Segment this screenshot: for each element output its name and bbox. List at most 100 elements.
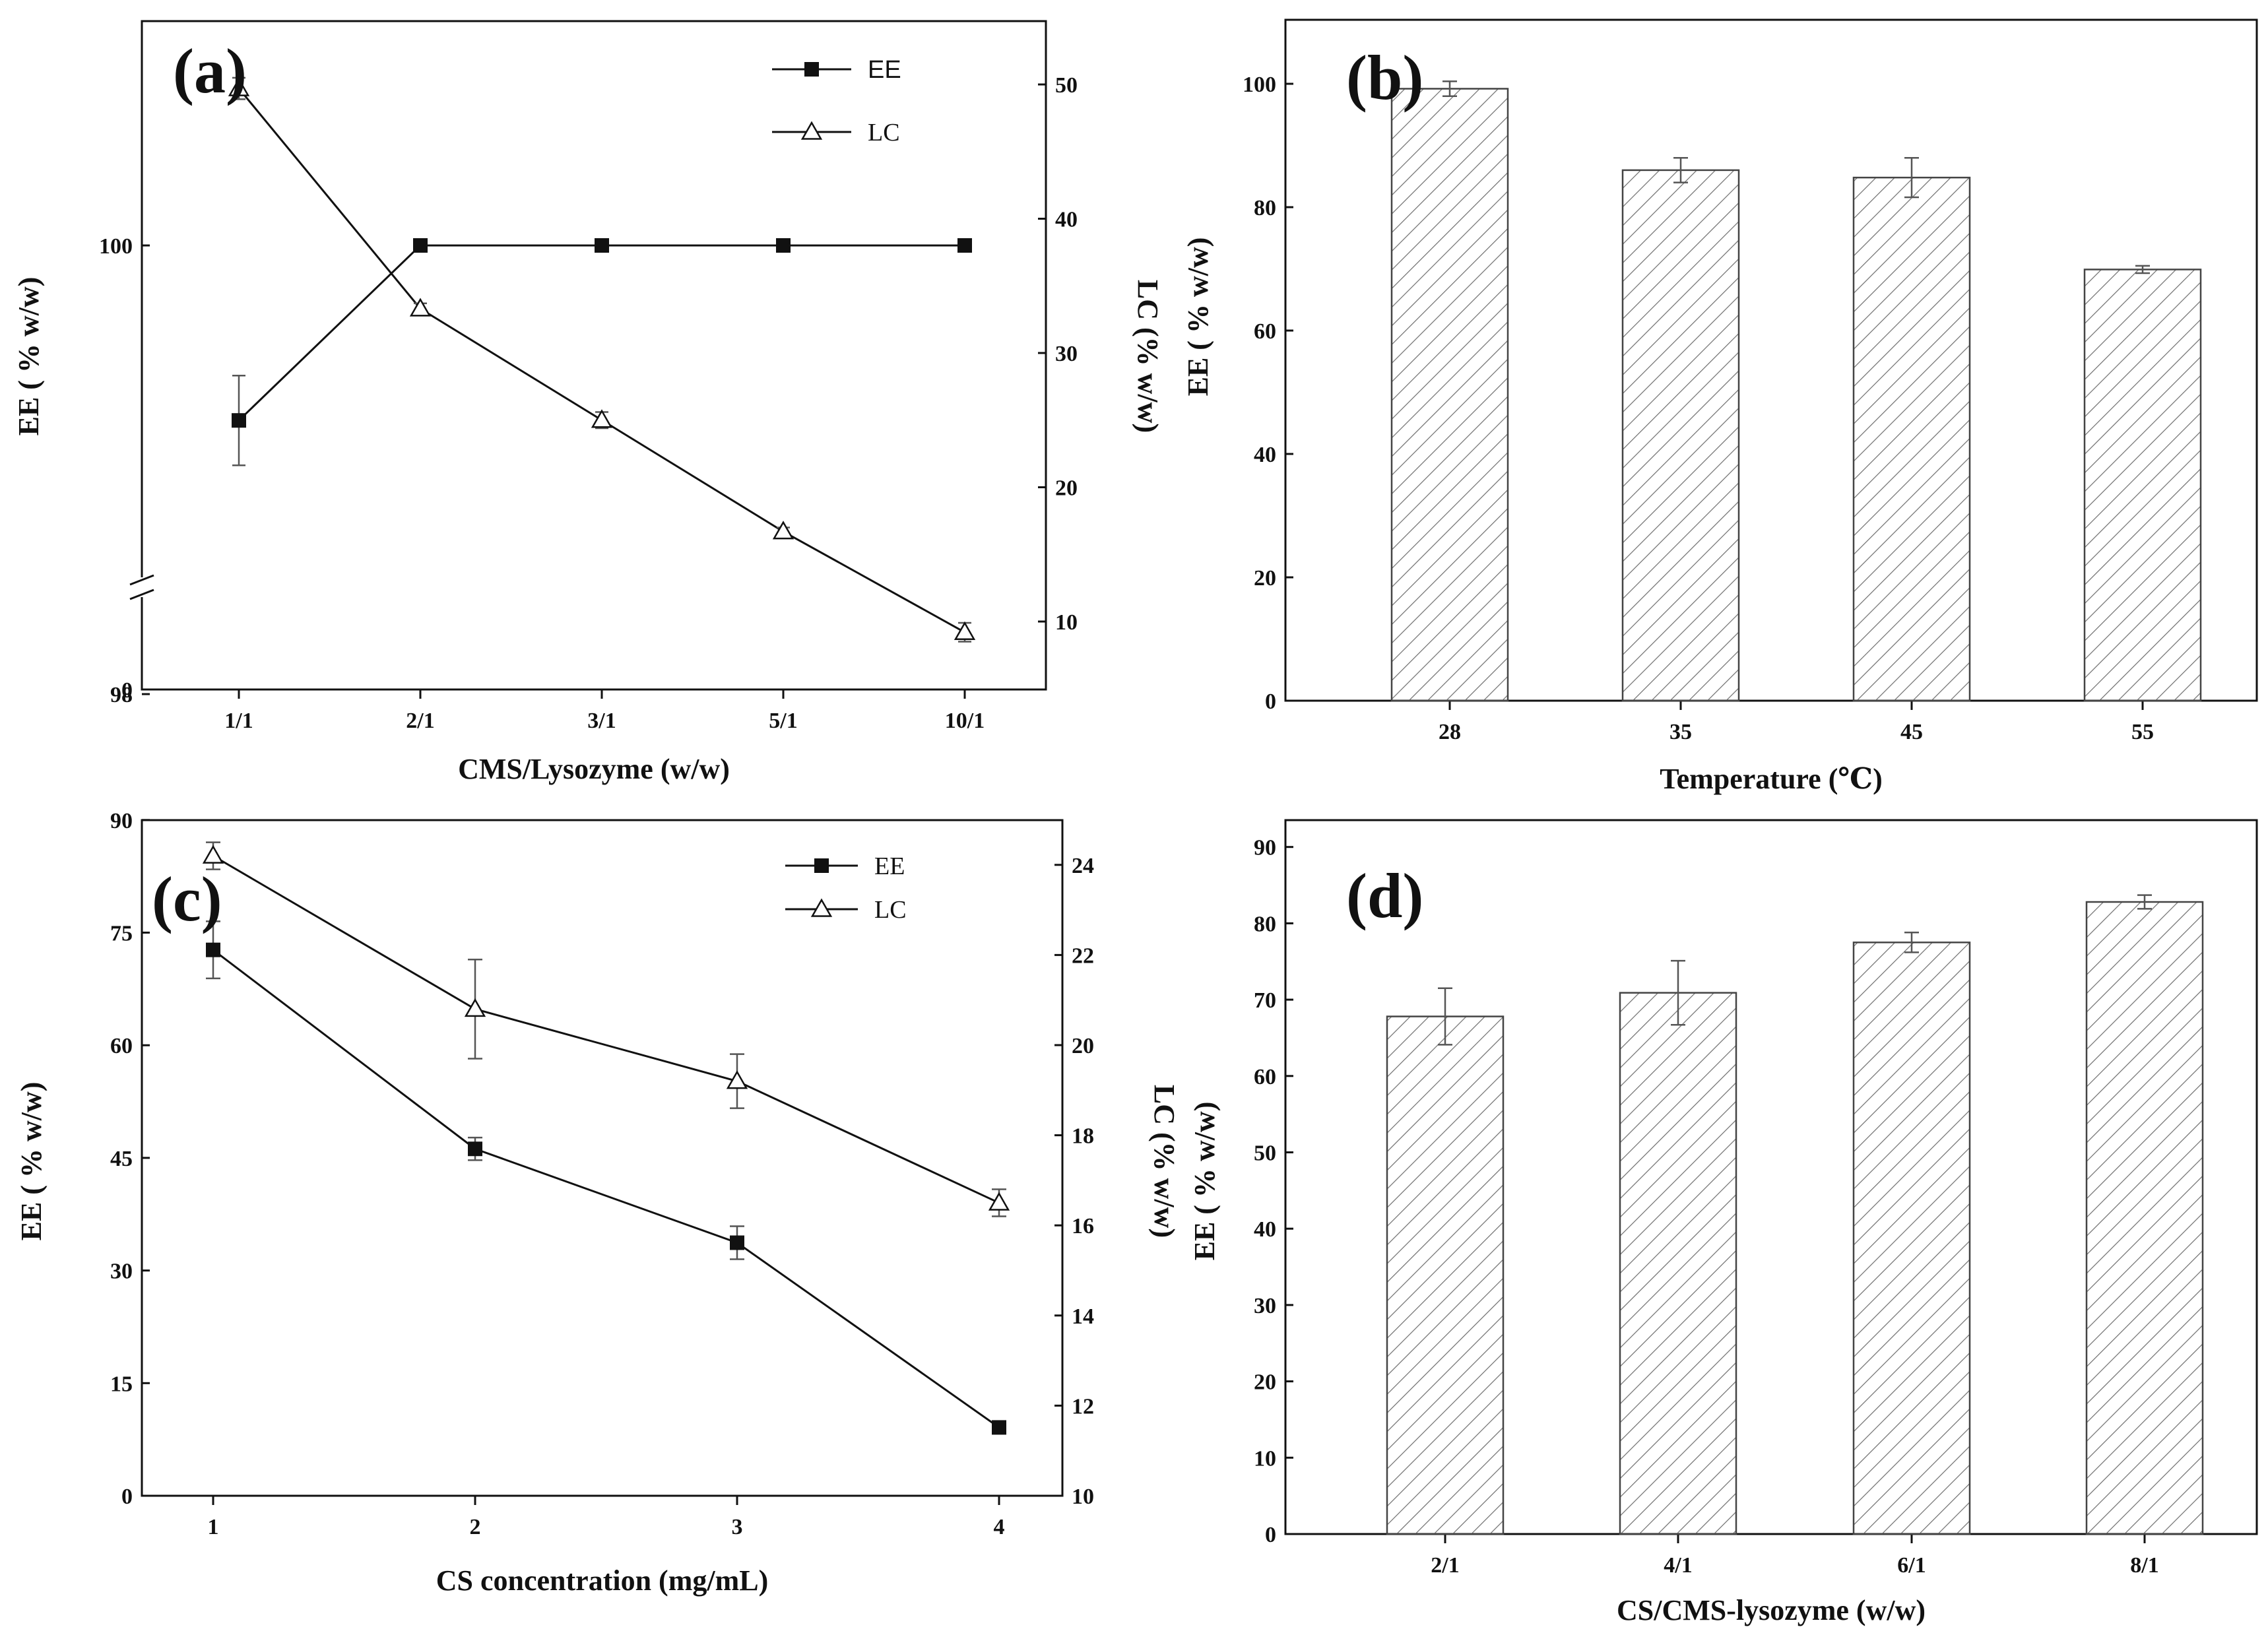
x-tick-label: 45 (1900, 720, 1923, 744)
x-tick-label: 4/1 (1664, 1553, 1692, 1578)
series-line-ee (212, 949, 1000, 1428)
bar (1621, 169, 1740, 702)
y-tick-label: 45 (110, 1147, 133, 1171)
x-tick-label: 10/1 (945, 709, 985, 733)
legend-marker-lc (800, 121, 823, 140)
data-point-ee (595, 238, 609, 253)
data-point-ee (730, 1235, 744, 1250)
series-line-lc (238, 88, 965, 633)
y-tick-label: 80 (1254, 912, 1276, 936)
axis-break-mark (129, 574, 154, 586)
y2-tick-label: 14 (1072, 1304, 1094, 1329)
y-tick-label: 60 (1254, 319, 1276, 344)
legend-marker-ee (804, 62, 819, 77)
legend-label-ee: EE (868, 56, 901, 84)
y-tick-label: 15 (110, 1372, 133, 1396)
x-tick-label: 2 (470, 1515, 481, 1539)
x-axis-label: CS concentration (mg/mL) (436, 1564, 769, 1597)
legend-label-lc: LC (874, 896, 907, 924)
y-tick-label: 30 (1254, 1294, 1276, 1318)
data-point-lc (228, 77, 250, 96)
x-tick-label: 35 (1669, 720, 1692, 744)
x-tick-label: 6/1 (1897, 1553, 1926, 1578)
data-point-lc (202, 845, 224, 864)
x-tick-label: 2/1 (1431, 1553, 1459, 1578)
data-point-lc (954, 621, 976, 641)
panel-label: (b) (1346, 42, 1423, 113)
y-tick-label: 100 (1243, 73, 1276, 97)
x-tick-label: 28 (1439, 720, 1461, 744)
y2-tick-label: 10 (1072, 1485, 1094, 1509)
y2-tick-label: 24 (1072, 854, 1094, 878)
y2-tick-label: 10 (1055, 610, 1078, 635)
data-point-lc (772, 521, 794, 540)
data-point-ee (413, 238, 428, 253)
y-tick-label: 20 (1254, 1370, 1276, 1395)
plot-frame (141, 819, 1064, 1497)
panel-label: (c) (152, 864, 222, 934)
x-tick-label: 5/1 (769, 709, 797, 733)
y2-tick-label: 40 (1055, 208, 1078, 232)
data-point-ee (776, 238, 791, 253)
y2-tick-label: 30 (1055, 342, 1078, 366)
y-tick-label: 40 (1254, 1217, 1276, 1242)
panel-label: (a) (173, 36, 247, 106)
y-axis-label: EE ( % w/w) (13, 277, 45, 436)
y2-tick-label: 20 (1055, 476, 1078, 501)
series-line-ee (238, 244, 965, 422)
y-tick-label: 100 (99, 234, 133, 259)
y-tick-label: 30 (110, 1260, 133, 1284)
y-tick-label: 98 (110, 683, 133, 707)
y-tick-label: 70 (1254, 988, 1276, 1013)
data-point-ee (206, 942, 220, 957)
x-axis-label: CS/CMS-lysozyme (w/w) (1617, 1594, 1926, 1626)
y-tick-label: 0 (1265, 689, 1276, 714)
x-tick-label: 2/1 (406, 709, 434, 733)
data-point-lc (409, 298, 432, 317)
legend-label-lc: LC (868, 119, 900, 146)
axis-break-mark (129, 589, 154, 600)
y-tick-label: 40 (1254, 443, 1276, 467)
x-tick-label: 1/1 (224, 709, 253, 733)
y2-axis-label: LC (% w/w) (1132, 280, 1164, 433)
x-tick-label: 8/1 (2130, 1553, 2158, 1578)
plot-frame (1284, 819, 2258, 1535)
panel-label: (d) (1346, 860, 1423, 931)
bar (1852, 942, 1971, 1535)
data-point-lc (591, 409, 613, 428)
panel-d-bar-chart: 0 10 20 30 40 50 60 70 80 90 2/1 4/1 6/1 8/1 (d) CS/CMS… (1188, 819, 2258, 1626)
y-tick-label: 80 (1254, 196, 1276, 220)
data-point-ee (468, 1141, 482, 1157)
y2-tick-label: 12 (1072, 1394, 1094, 1419)
y-tick-label: 20 (1254, 566, 1276, 591)
panel-b-bar-chart: 0 20 40 60 80 100 28 35 45 55 (b) Temperature (℃) EE… (1182, 18, 2258, 795)
y-tick-label: 10 (1254, 1446, 1276, 1471)
plot-frame (141, 20, 1047, 691)
bar (1619, 992, 1737, 1535)
y-axis-label: EE ( % w/w) (1188, 1102, 1221, 1261)
data-point-lc (464, 998, 486, 1017)
y2-tick-label: 20 (1072, 1034, 1094, 1058)
y2-axis-label: LC (% w/w) (1148, 1085, 1181, 1238)
y-tick-label: 0 (121, 1485, 133, 1509)
y-tick-label: 90 (1254, 836, 1276, 860)
bar (2083, 269, 2202, 702)
y2-tick-label: 16 (1072, 1214, 1094, 1238)
panel-a-line-chart: 10210098010203040501/12/13/15/110/1EELC(… (13, 20, 1164, 785)
bar (1390, 88, 1509, 702)
y-tick-label: 0 (121, 678, 133, 703)
y-tick-label: 90 (110, 809, 133, 833)
data-point-ee (232, 413, 246, 428)
x-axis-label: CMS/Lysozyme (w/w) (458, 753, 730, 785)
bar (1386, 1015, 1505, 1535)
y-axis-label: EE ( % w/w) (1182, 238, 1214, 397)
series-line-lc (212, 854, 1000, 1204)
y-tick-label: 60 (1254, 1065, 1276, 1089)
y2-tick-label: 22 (1072, 944, 1094, 968)
y-tick-label: 75 (110, 922, 133, 946)
y2-tick-label: 18 (1072, 1124, 1094, 1149)
x-tick-label: 3/1 (587, 709, 616, 733)
x-tick-label: 55 (2131, 720, 2154, 744)
